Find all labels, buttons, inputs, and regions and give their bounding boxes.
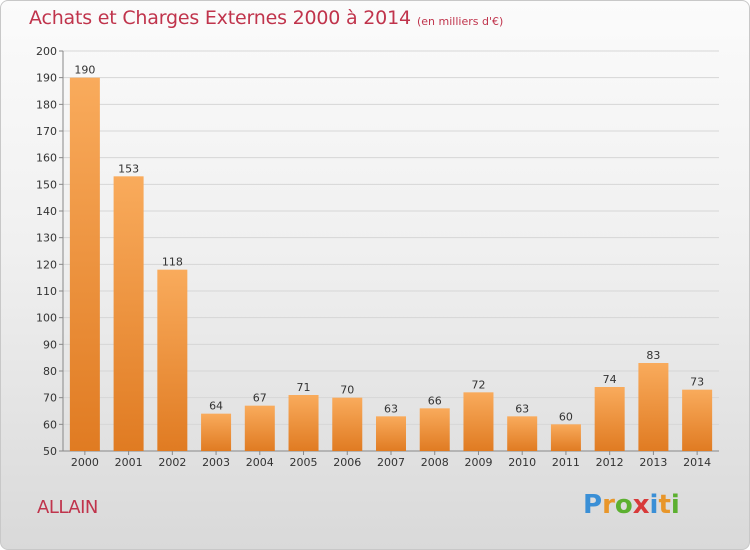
- y-tick-label: 110: [36, 285, 57, 298]
- data-label-2010: 63: [515, 402, 529, 415]
- bar-2002: [157, 269, 188, 451]
- x-tick-label-2012: 2012: [596, 456, 624, 469]
- chart-title: Achats et Charges Externes 2000 à 2014: [29, 7, 411, 29]
- x-tick-label-2005: 2005: [290, 456, 318, 469]
- y-tick-label: 190: [36, 72, 57, 85]
- y-tick-label: 100: [36, 312, 57, 325]
- bar-2006: [332, 397, 363, 451]
- y-tick-label: 120: [36, 258, 57, 271]
- bar-2003: [201, 413, 232, 451]
- x-tick-label-2007: 2007: [377, 456, 405, 469]
- x-tick-label-2006: 2006: [333, 456, 361, 469]
- data-label-2013: 83: [646, 349, 660, 362]
- bar-2001: [113, 176, 144, 452]
- data-label-2005: 71: [297, 381, 311, 394]
- commune-name: ALLAIN: [37, 497, 98, 518]
- x-tick-label-2013: 2013: [639, 456, 667, 469]
- x-tick-label-2004: 2004: [246, 456, 274, 469]
- x-tick-label-2003: 2003: [202, 456, 230, 469]
- y-tick-label: 180: [36, 98, 57, 111]
- x-tick-label-2002: 2002: [158, 456, 186, 469]
- data-label-2012: 74: [603, 373, 617, 386]
- x-tick-label-2011: 2011: [552, 456, 580, 469]
- y-tick-labels: 50 60 70 80 90 100 110 120 130 140 150 160 170 180 190…: [36, 45, 57, 458]
- proxiti-logo: Proxiti: [583, 490, 680, 520]
- x-tick-label-2009: 2009: [464, 456, 492, 469]
- data-label-2001: 153: [118, 162, 139, 175]
- x-tick-label-2010: 2010: [508, 456, 536, 469]
- x-tick-label-2001: 2001: [115, 456, 143, 469]
- data-labels: 190 153 118 64 67 71 70 63 66 72 63 60 74 83 73: [74, 64, 704, 424]
- chart-subtitle: (en milliers d'€): [417, 15, 504, 28]
- bar-2013: [638, 363, 669, 451]
- bar-2000: [69, 77, 100, 452]
- y-tick-label: 140: [36, 205, 57, 218]
- bar-2007: [376, 416, 406, 451]
- bar-2010: [507, 416, 538, 451]
- y-tick-label: 150: [36, 178, 57, 191]
- data-label-2008: 66: [428, 394, 442, 407]
- bar-2011: [550, 424, 581, 451]
- x-tick-labels: 2000 2001 2002 2003 2004 2005 2006 2007 2008 2009…: [71, 456, 711, 469]
- data-label-2007: 63: [384, 402, 398, 415]
- y-tick-label: 170: [36, 125, 57, 138]
- bar-2005: [288, 395, 319, 451]
- y-tick-label: 80: [43, 365, 57, 378]
- data-label-2000: 190: [74, 64, 95, 77]
- data-label-2003: 64: [209, 400, 223, 413]
- bar-2008: [419, 408, 450, 451]
- data-label-2009: 72: [471, 378, 485, 391]
- data-label-2004: 67: [253, 392, 267, 405]
- data-label-2014: 73: [690, 376, 704, 389]
- bar-2012: [594, 387, 625, 451]
- bar-2004: [244, 405, 275, 451]
- data-label-2011: 60: [559, 410, 573, 423]
- x-tick-label-2008: 2008: [421, 456, 449, 469]
- x-tick-label-2000: 2000: [71, 456, 99, 469]
- bars: [69, 77, 713, 452]
- y-tick-label: 200: [36, 45, 57, 58]
- bar-2009: [463, 392, 494, 451]
- bar-2014: [682, 389, 713, 451]
- x-tick-label-2014: 2014: [683, 456, 711, 469]
- y-tick-label: 130: [36, 232, 57, 245]
- data-label-2006: 70: [340, 384, 354, 397]
- y-tick-label: 60: [43, 418, 57, 431]
- y-tick-label: 70: [43, 392, 57, 405]
- y-tick-label: 160: [36, 152, 57, 165]
- data-label-2002: 118: [162, 256, 183, 269]
- y-tick-label: 50: [43, 445, 57, 458]
- y-tick-label: 90: [43, 338, 57, 351]
